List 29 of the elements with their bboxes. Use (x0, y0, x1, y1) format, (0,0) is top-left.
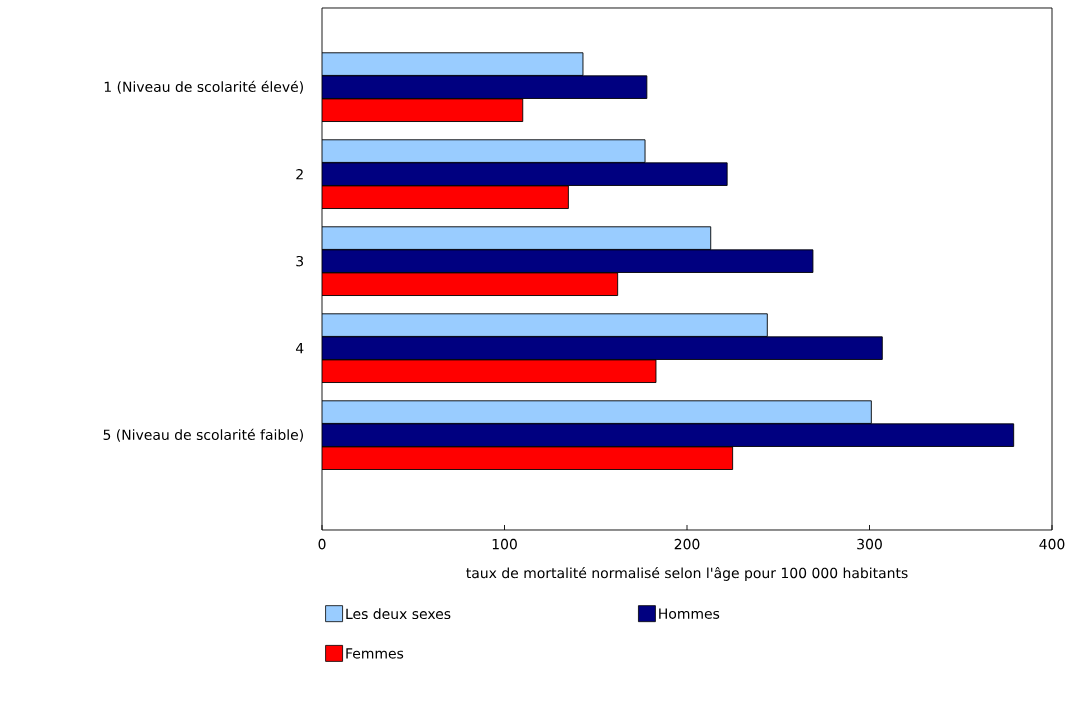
bar (322, 226, 712, 250)
bar (322, 359, 657, 383)
x-tick-label: 300 (857, 538, 882, 550)
x-tick-label: 0 (318, 538, 326, 550)
bar (322, 162, 728, 186)
bar (322, 400, 872, 424)
x-axis-title: taux de mortalité normalisé selon l'âge pour 100 000 habitants (466, 566, 908, 581)
bar (322, 98, 524, 122)
x-tick-label: 200 (674, 538, 700, 550)
y-tick-label: 2 (296, 168, 303, 180)
bar (322, 336, 883, 360)
bar (322, 446, 734, 470)
legend-label: Les deux sexes (346, 608, 451, 620)
y-tick-label: 1 (Niveau de scolarité élevé) (104, 80, 303, 94)
y-tick-label: 5 (Niveau de scolarité faible) (103, 428, 303, 442)
bar (322, 423, 1015, 447)
y-tick-label: 3 (296, 255, 304, 267)
bar (322, 249, 814, 273)
legend-label: Femmes (346, 648, 404, 659)
x-tick-label: 100 (492, 538, 517, 550)
bar (322, 75, 648, 99)
bar (322, 272, 619, 296)
bar (322, 52, 584, 76)
y-tick-label: 4 (295, 343, 304, 354)
bar (322, 185, 569, 209)
bar (322, 313, 768, 337)
bar (322, 139, 646, 163)
legend-label: Hommes (659, 608, 720, 619)
x-tick-label: 400 (1039, 538, 1065, 550)
